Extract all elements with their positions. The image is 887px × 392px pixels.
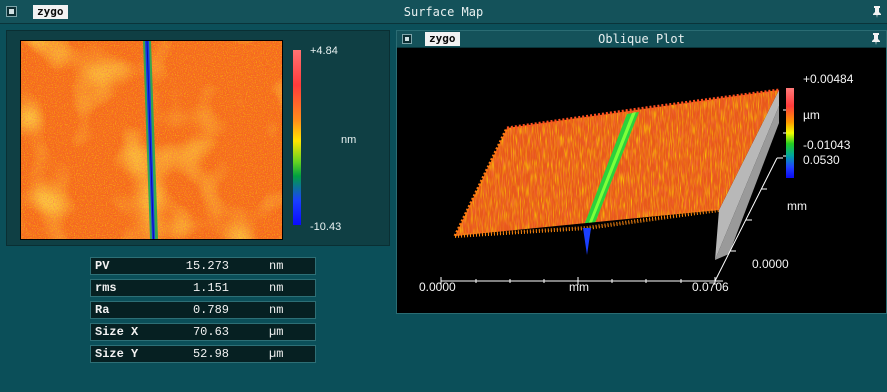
stat-unit: nm bbox=[269, 281, 284, 295]
stat-value: 0.789 bbox=[192, 303, 229, 317]
system-menu-icon[interactable] bbox=[6, 6, 17, 17]
x-unit-label: mm bbox=[569, 280, 589, 294]
statistics-table: PV 15.273 nm rms 1.151 nm Ra 0.789 nm Si… bbox=[90, 257, 316, 367]
stat-label: rms bbox=[95, 281, 117, 295]
pin-icon[interactable] bbox=[871, 5, 883, 19]
zygo-logo: zygo bbox=[33, 5, 68, 19]
oblique-plot-3d[interactable] bbox=[397, 48, 887, 314]
stat-value: 1.151 bbox=[192, 281, 229, 295]
stat-unit: µm bbox=[269, 325, 284, 339]
oblique-plot-window: zygo Oblique Plot bbox=[396, 30, 887, 314]
stat-unit: nm bbox=[269, 303, 284, 317]
stat-value: 70.63 bbox=[192, 325, 229, 339]
oblique-plot-title: Oblique Plot bbox=[598, 32, 685, 46]
colorbar-max-label: +4.84 bbox=[310, 45, 338, 57]
stat-label: Size Y bbox=[95, 347, 139, 361]
stat-label: Ra bbox=[95, 303, 110, 317]
system-menu-icon[interactable] bbox=[402, 34, 412, 44]
x-min-label: 0.0000 bbox=[419, 280, 456, 294]
stat-row-rms: rms 1.151 nm bbox=[90, 279, 316, 297]
y-max-label: 0.0530 bbox=[803, 153, 840, 167]
stat-row-pv: PV 15.273 nm bbox=[90, 257, 316, 275]
surface-map-image[interactable] bbox=[20, 40, 283, 240]
colorbar bbox=[293, 50, 301, 225]
stat-row-ra: Ra 0.789 nm bbox=[90, 301, 316, 319]
stat-value: 52.98 bbox=[192, 347, 229, 361]
stat-label: PV bbox=[95, 259, 110, 273]
y-unit-label: mm bbox=[787, 199, 807, 213]
oblique-plot-titlebar: zygo Oblique Plot bbox=[397, 31, 886, 48]
y-min-label: 0.0000 bbox=[752, 257, 789, 271]
zygo-logo: zygo bbox=[425, 32, 460, 46]
colorbar-unit-label: nm bbox=[341, 134, 357, 146]
colorbar-min-label: -10.43 bbox=[310, 221, 342, 233]
main-titlebar: zygo Surface Map bbox=[0, 0, 887, 24]
stat-row-size-y: Size Y 52.98 µm bbox=[90, 345, 316, 363]
stat-label: Size X bbox=[95, 325, 139, 339]
window-title: Surface Map bbox=[403, 5, 484, 19]
x-max-label: 0.0706 bbox=[692, 280, 729, 294]
stat-value: 15.273 bbox=[185, 259, 229, 273]
stat-row-size-x: Size X 70.63 µm bbox=[90, 323, 316, 341]
surface-map-panel: +4.84 nm -10.43 bbox=[6, 30, 390, 246]
stat-unit: µm bbox=[269, 347, 284, 361]
z-max-label: +0.00484 bbox=[803, 72, 854, 86]
z-min-label: -0.01043 bbox=[803, 138, 851, 152]
pin-icon[interactable] bbox=[870, 32, 882, 46]
z-unit-label: µm bbox=[803, 108, 820, 122]
stat-unit: nm bbox=[269, 259, 284, 273]
